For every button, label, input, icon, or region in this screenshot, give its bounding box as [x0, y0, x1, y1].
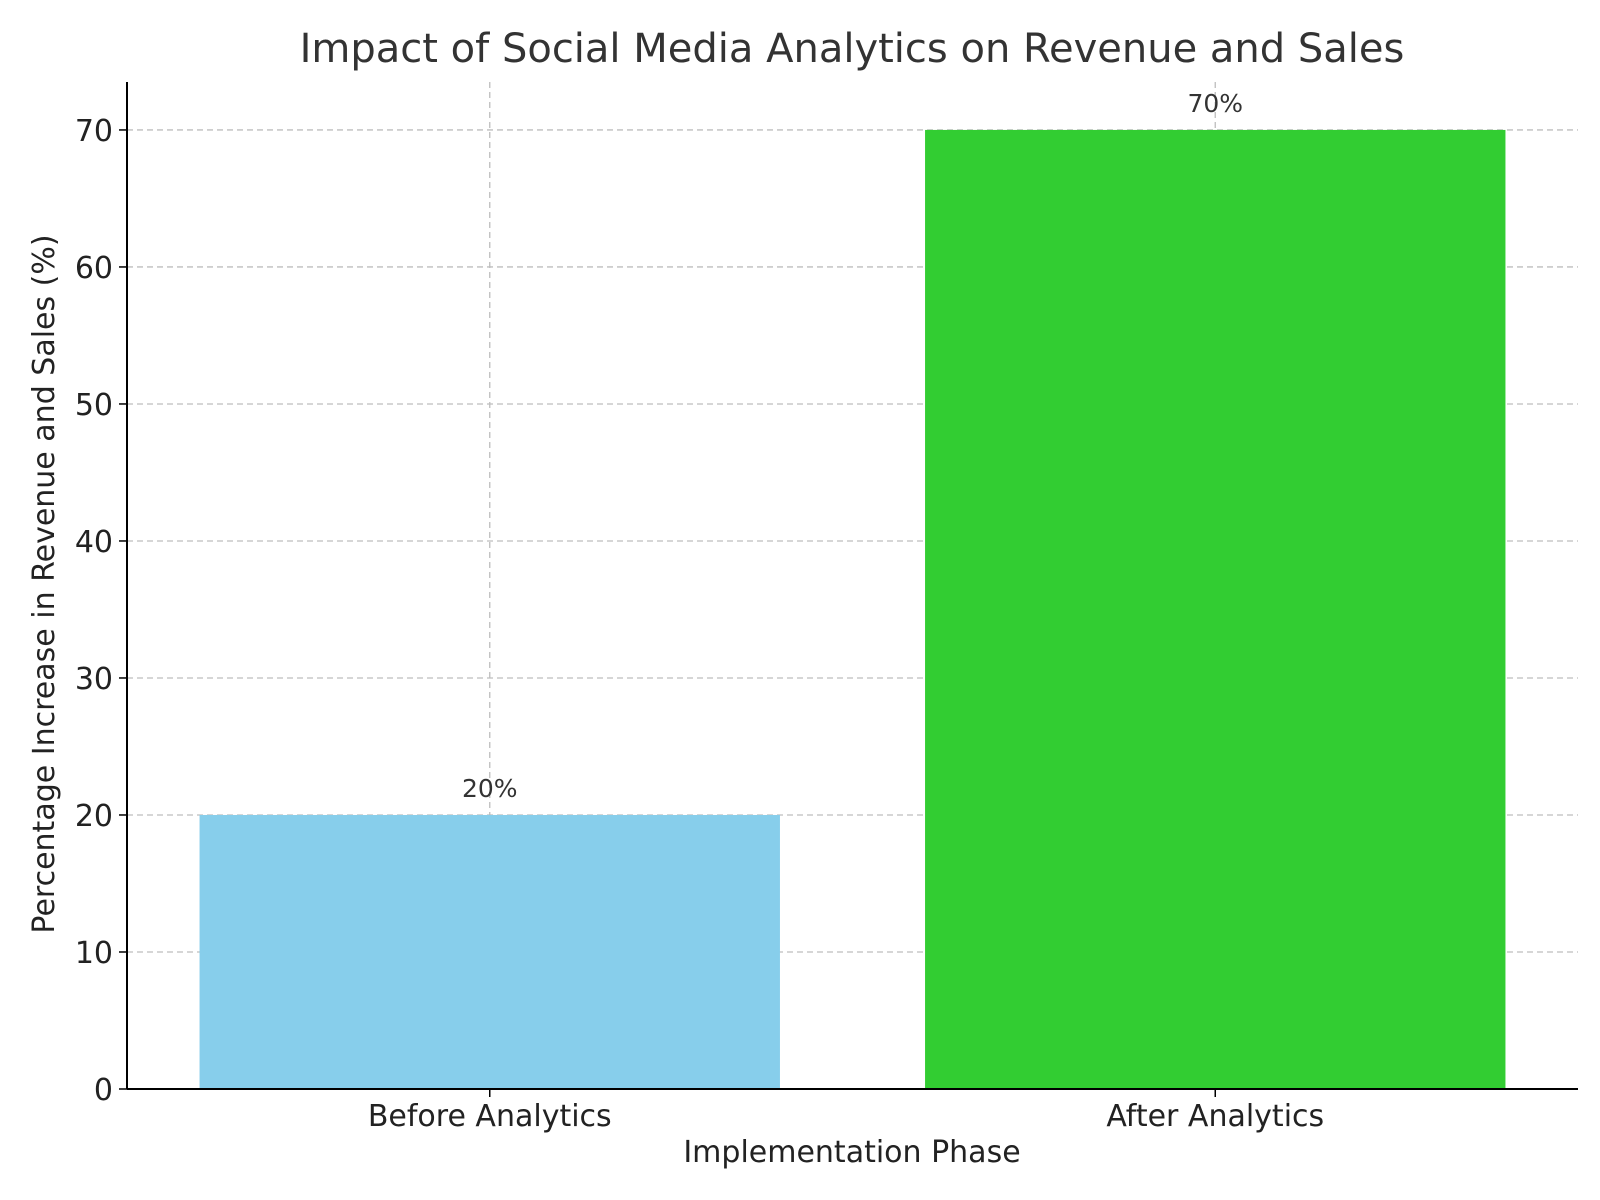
y-tick-label: 20 — [75, 799, 113, 834]
x-tick-label: After Analytics — [1106, 1099, 1324, 1134]
y-tick-label: 0 — [94, 1073, 113, 1108]
y-tick-label: 60 — [75, 251, 113, 286]
bar-value-label: 70% — [1187, 89, 1243, 118]
labels: 0 10 20 30 40 50 60 70 20% Before Analytics 70% Aft… — [75, 89, 1324, 1134]
bar-value-label: 20% — [462, 774, 518, 803]
x-axis-title: Implementation Phase — [683, 1135, 1020, 1170]
bars — [199, 129, 1506, 1089]
y-tick-label: 50 — [75, 388, 113, 423]
axes — [119, 82, 1578, 1097]
y-tick-label: 70 — [75, 114, 113, 149]
bar-before-analytics — [199, 814, 780, 1089]
y-axis-title: Percentage Increase in Revenue and Sales… — [27, 234, 62, 933]
y-tick-label: 40 — [75, 525, 113, 560]
y-tick-label: 30 — [75, 662, 113, 697]
x-tick-label: Before Analytics — [368, 1099, 612, 1134]
bar-after-analytics — [925, 129, 1506, 1089]
chart-title: Impact of Social Media Analytics on Reve… — [300, 26, 1405, 72]
y-tick-label: 10 — [75, 936, 113, 971]
